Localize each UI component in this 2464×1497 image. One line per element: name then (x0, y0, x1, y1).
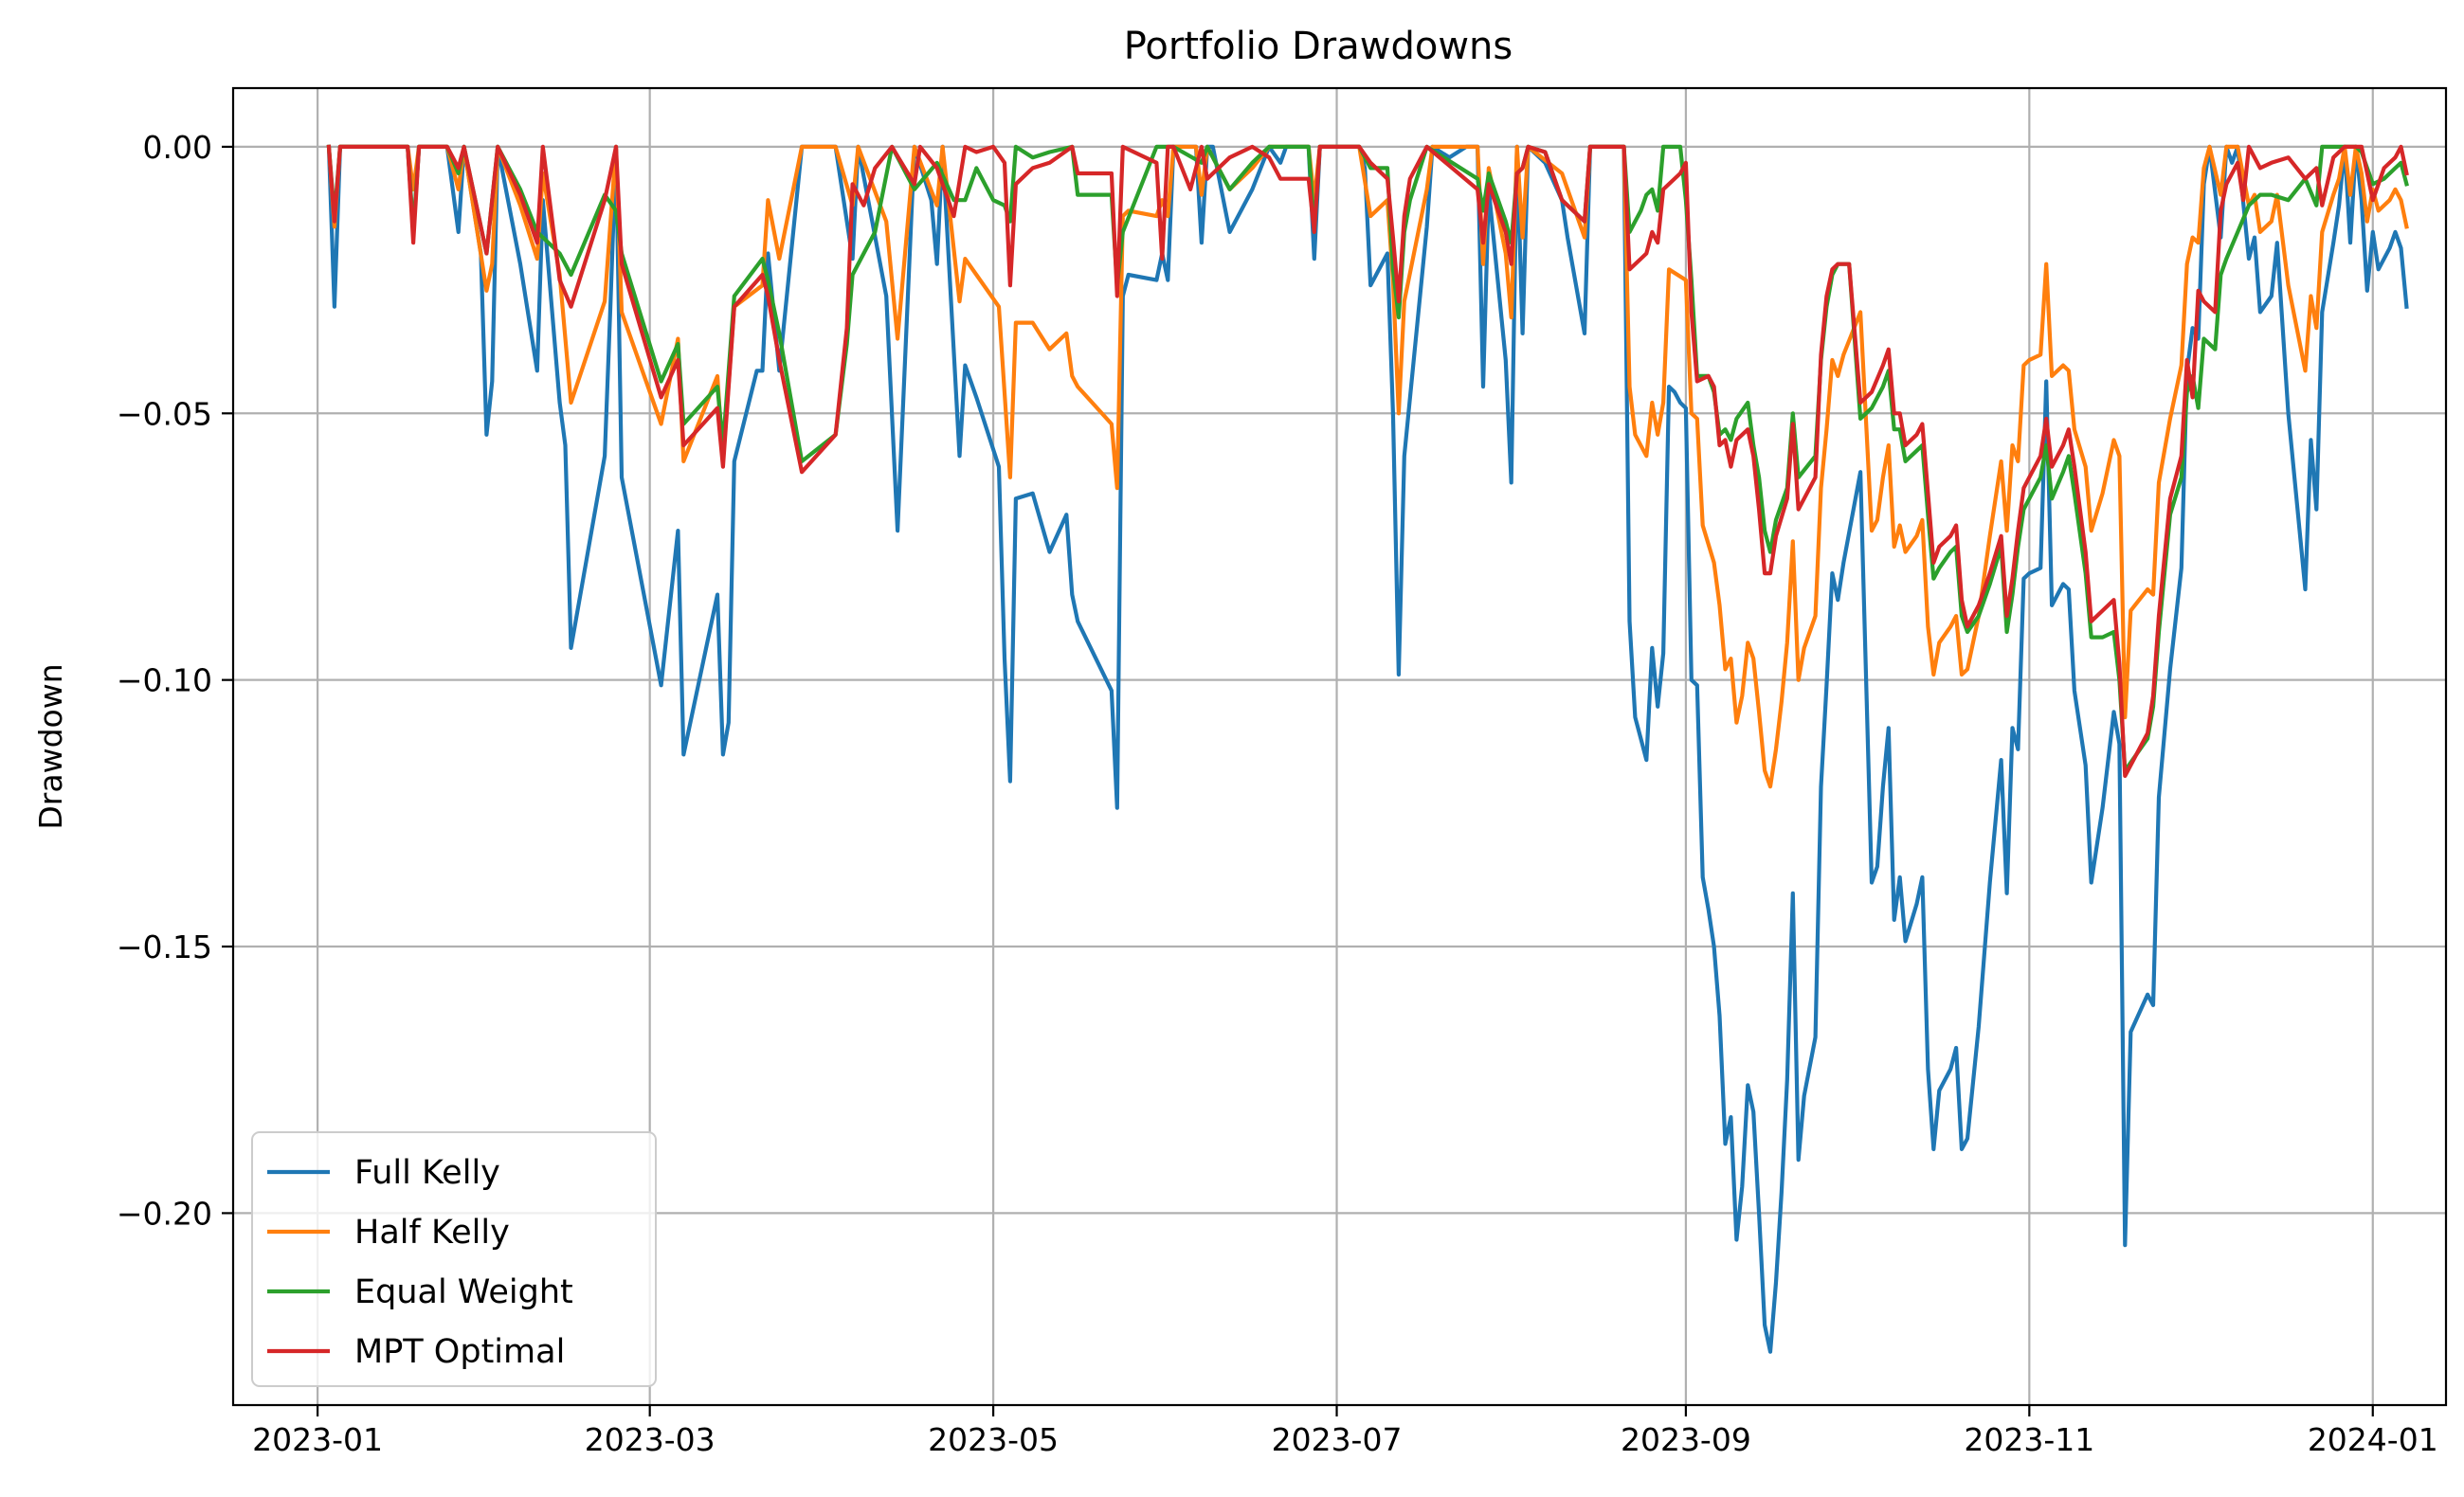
series-line-mpt-optimal (326, 144, 2409, 779)
legend-label: Half Kelly (354, 1214, 510, 1252)
y-tick-label: −0.20 (117, 1195, 212, 1232)
x-tick-label: 2023-05 (928, 1421, 1059, 1458)
y-axis: 0.00 −0.05 −0.10 −0.15 −0.20 (117, 129, 233, 1232)
plot-frame (231, 86, 2448, 1407)
x-tick-label: 2023-07 (1272, 1421, 1403, 1458)
y-tick-label: −0.05 (117, 395, 212, 432)
legend-label: Full Kelly (354, 1154, 500, 1192)
y-tick-label: −0.10 (117, 662, 212, 699)
x-tick-label: 2023-09 (1621, 1421, 1751, 1458)
x-axis: 2023-01 2023-03 2023-05 2023-07 2023-09 2023-… (252, 1405, 2438, 1458)
series-layer (326, 144, 2409, 1354)
x-tick-label: 2024-01 (2308, 1421, 2438, 1458)
legend-label: MPT Optimal (354, 1333, 565, 1371)
y-tick-label: 0.00 (143, 129, 212, 166)
legend-box (251, 1131, 657, 1387)
y-axis-label: Drawdown (32, 663, 69, 829)
legend: Full Kelly Half Kelly Equal Weight MPT Opti… (251, 1131, 657, 1387)
y-tick-label: −0.15 (117, 929, 212, 965)
chart-title: Portfolio Drawdowns (1124, 25, 1513, 68)
x-tick-label: 2023-01 (252, 1421, 383, 1458)
x-tick-label: 2023-03 (585, 1421, 716, 1458)
x-tick-label: 2023-11 (1964, 1421, 2094, 1458)
legend-label: Equal Weight (354, 1273, 573, 1311)
grid-lines (233, 88, 2446, 1405)
